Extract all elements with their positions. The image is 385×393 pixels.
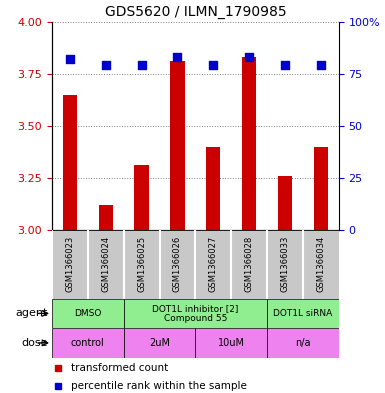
Text: GSM1366023: GSM1366023 <box>65 236 74 292</box>
Bar <box>124 299 267 328</box>
Bar <box>242 57 256 230</box>
Text: 10uM: 10uM <box>218 338 245 348</box>
Bar <box>195 328 267 358</box>
Point <box>210 62 216 68</box>
Bar <box>267 328 339 358</box>
Point <box>67 56 73 62</box>
Point <box>103 62 109 68</box>
Bar <box>170 61 185 230</box>
Text: GSM1366033: GSM1366033 <box>281 236 290 292</box>
Bar <box>206 147 221 230</box>
Bar <box>267 299 339 328</box>
Text: GSM1366034: GSM1366034 <box>316 236 325 292</box>
Bar <box>99 205 113 230</box>
Text: GSM1366026: GSM1366026 <box>173 236 182 292</box>
Point <box>139 62 145 68</box>
Point <box>174 54 181 60</box>
Text: DOT1L siRNA: DOT1L siRNA <box>273 309 333 318</box>
Bar <box>134 165 149 230</box>
Bar <box>124 328 195 358</box>
Text: GSM1366025: GSM1366025 <box>137 236 146 292</box>
Text: percentile rank within the sample: percentile rank within the sample <box>70 381 246 391</box>
Bar <box>278 176 292 230</box>
Bar <box>52 299 124 328</box>
Bar <box>314 147 328 230</box>
Text: transformed count: transformed count <box>70 363 168 373</box>
Title: GDS5620 / ILMN_1790985: GDS5620 / ILMN_1790985 <box>105 5 286 19</box>
Text: dose: dose <box>22 338 48 348</box>
Text: agent: agent <box>16 309 48 318</box>
Point <box>246 54 252 60</box>
Point <box>282 62 288 68</box>
Point <box>318 62 324 68</box>
Text: n/a: n/a <box>295 338 311 348</box>
Bar <box>52 328 124 358</box>
Text: GSM1366027: GSM1366027 <box>209 236 218 292</box>
Text: 2uM: 2uM <box>149 338 170 348</box>
Text: GSM1366024: GSM1366024 <box>101 236 110 292</box>
Text: control: control <box>71 338 105 348</box>
Text: GSM1366028: GSM1366028 <box>244 236 254 292</box>
Text: DOT1L inhibitor [2]
Compound 55: DOT1L inhibitor [2] Compound 55 <box>152 304 239 323</box>
Text: DMSO: DMSO <box>74 309 102 318</box>
Bar <box>63 94 77 230</box>
